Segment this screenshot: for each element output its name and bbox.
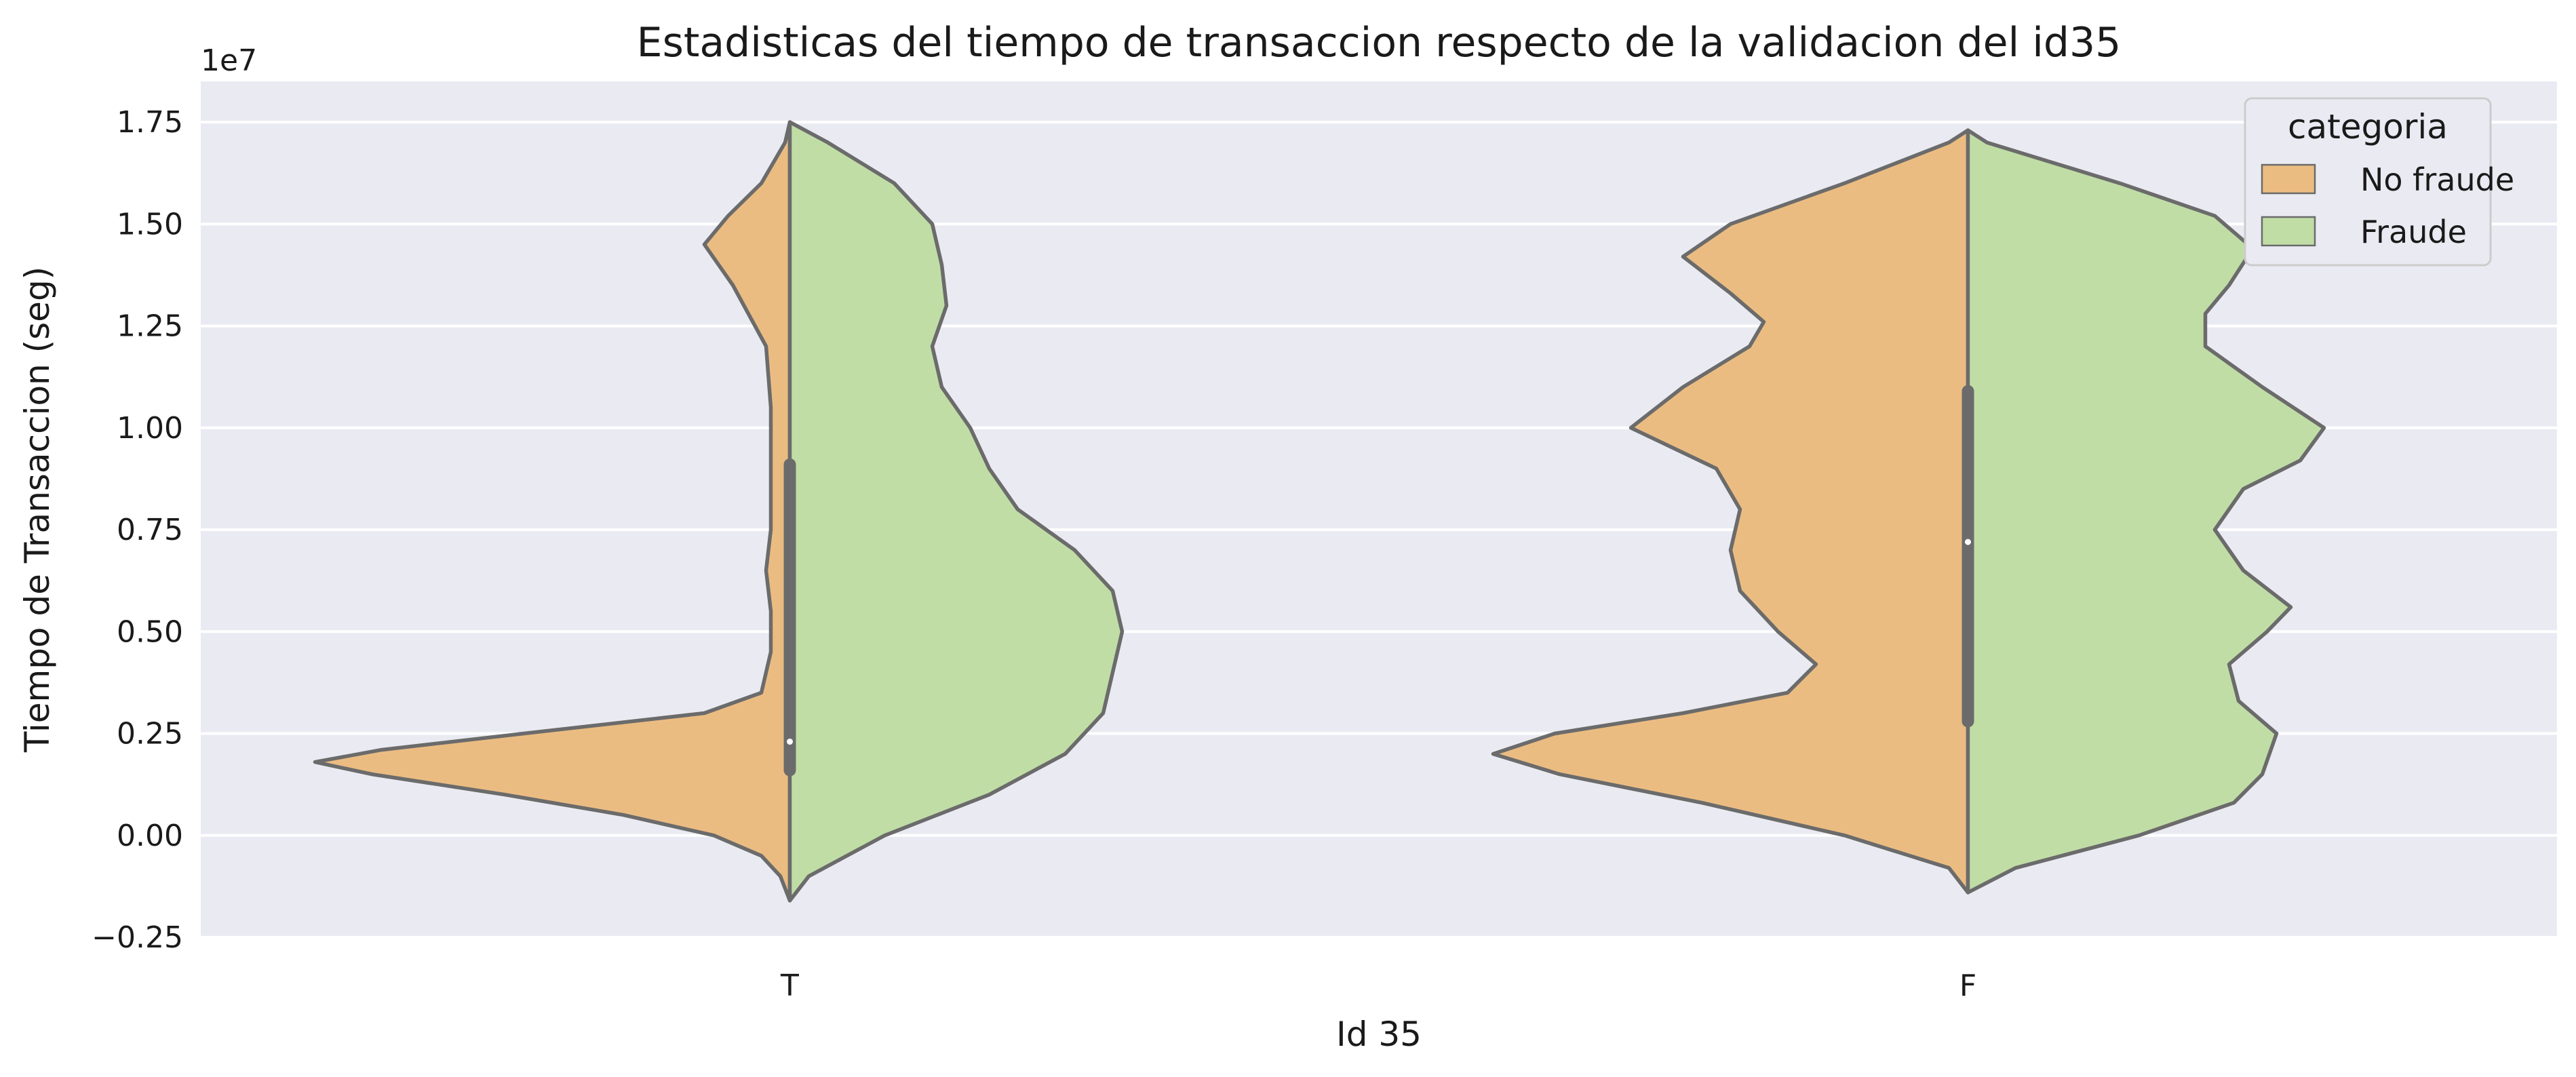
y-tick-labels: −0.25 0.00 0.25 0.50 0.75 1.00 1.25 1.50 1.75 <box>92 105 183 955</box>
violin-f-right-half <box>1966 128 2326 895</box>
y-tick-label: 0.00 <box>117 819 183 853</box>
violin-t-right-half <box>787 120 1125 903</box>
y-tick-label: 1.50 <box>117 207 183 241</box>
y-tick-label: 1.25 <box>117 309 183 344</box>
legend: categoria No fraude Fraude <box>2244 97 2514 267</box>
x-tick-label: T <box>780 968 799 1003</box>
y-tick-label: 1.00 <box>117 411 183 446</box>
y-tick-label: 0.50 <box>117 614 183 649</box>
chart-title: Estadisticas del tiempo de transaccion r… <box>637 19 2122 66</box>
violin-f-median-dot <box>1965 538 1971 545</box>
legend-title: categoria <box>2288 107 2448 146</box>
violins <box>313 120 2326 903</box>
y-tick-label: 1.75 <box>117 105 183 140</box>
y-offset-label: 1e7 <box>201 43 257 78</box>
legend-swatch-fraude <box>2261 216 2316 247</box>
x-tick-label: F <box>1959 968 1976 1003</box>
y-axis-label: Tiempo de Transaccion (seg) <box>18 267 57 753</box>
x-axis-label: Id 35 <box>1336 1015 1422 1054</box>
legend-label-no-fraude: No fraude <box>2360 161 2514 198</box>
violin-t-left-half <box>313 120 792 903</box>
legend-label-fraude: Fraude <box>2360 214 2467 250</box>
y-tick-label: −0.25 <box>92 920 183 955</box>
violin-t-median-dot <box>787 739 793 745</box>
violin-f-left-half <box>1491 128 1970 895</box>
y-tick-label: 0.25 <box>117 717 183 751</box>
legend-swatch-no-fraude <box>2261 163 2316 195</box>
y-tick-label: 0.75 <box>117 513 183 547</box>
